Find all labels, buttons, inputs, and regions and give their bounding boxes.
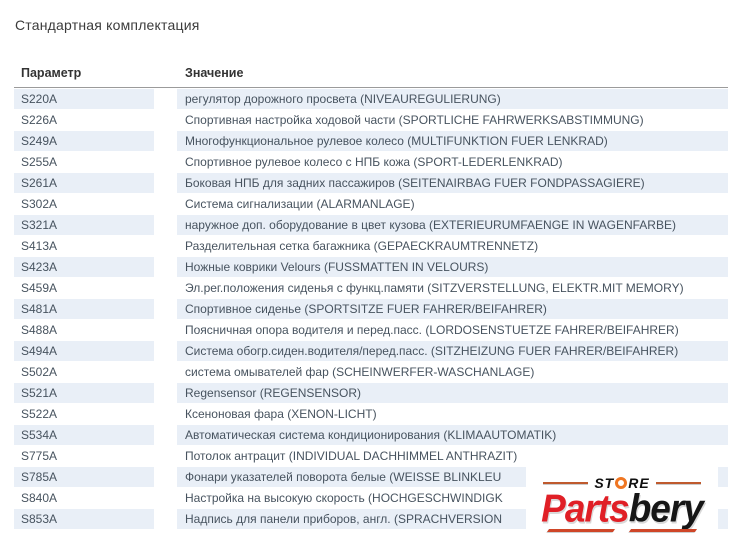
row-value-text: Система обогр.сиден.водителя/перед.пасс.… [177, 341, 728, 361]
row-value-text: Ножные коврики Velours (FUSSMATTEN IN VE… [177, 257, 728, 277]
table-row: S249A Многофункциональное рулевое колесо… [14, 131, 728, 151]
row-param-code: S459A [14, 278, 154, 298]
row-param-code: S853A [14, 509, 154, 529]
row-param-code: S249A [14, 131, 154, 151]
row-value-text: Спортивное рулевое колесо с НПБ кожа (SP… [177, 152, 728, 172]
row-param-code: S321A [14, 215, 154, 235]
row-param-code: S502A [14, 362, 154, 382]
row-cell-gap [154, 131, 177, 151]
table-row: S459A Эл.рег.положения сиденья с функц.п… [14, 278, 728, 298]
table-row: S413A Разделительная сетка багажника (GE… [14, 236, 728, 256]
row-param-code: S534A [14, 425, 154, 445]
row-cell-gap [154, 404, 177, 424]
logo-right-dash [655, 482, 701, 484]
table-row: S521A Regensensor (REGENSENSOR) [14, 383, 728, 403]
row-value-text: Многофункциональное рулевое колесо (MULT… [177, 131, 728, 151]
row-cell-gap [154, 467, 177, 487]
logo-right-swoosh [628, 529, 698, 532]
row-param-code: S226A [14, 110, 154, 130]
table-row: S775A Потолок антрацит (INDIVIDUAL DACHH… [14, 446, 728, 466]
column-gap [154, 66, 177, 80]
row-cell-gap [154, 362, 177, 382]
equipment-table: Параметр Значение S220A регулятор дорожн… [14, 66, 728, 529]
row-cell-gap [154, 299, 177, 319]
table-row: S226A Спортивная настройка ходовой части… [14, 110, 728, 130]
row-param-code: S255A [14, 152, 154, 172]
logo-brand-parts: Parts [541, 487, 630, 530]
row-value-text: Regensensor (REGENSENSOR) [177, 383, 728, 403]
table-row: S220A регулятор дорожного просвета (NIVE… [14, 89, 728, 109]
row-cell-gap [154, 257, 177, 277]
row-value-text: Эл.рег.положения сиденья с функц.памяти … [177, 278, 728, 298]
table-row: S423A Ножные коврики Velours (FUSSMATTEN… [14, 257, 728, 277]
row-param-code: S840A [14, 488, 154, 508]
table-row: S494A Система обогр.сиден.водителя/перед… [14, 341, 728, 361]
row-cell-gap [154, 236, 177, 256]
row-cell-gap [154, 446, 177, 466]
table-row: S522A Ксеноновая фара (XENON-LICHT) [14, 404, 728, 424]
table-row: S321A наружное доп. оборудование в цвет … [14, 215, 728, 235]
row-value-text: Поясничная опора водителя и перед.пасс. … [177, 320, 728, 340]
row-cell-gap [154, 278, 177, 298]
page-title: Стандартная комплектация [15, 17, 200, 33]
row-cell-gap [154, 509, 177, 529]
ring-o-icon [615, 477, 628, 489]
row-param-code: S775A [14, 446, 154, 466]
row-cell-gap [154, 320, 177, 340]
logo-left-swoosh [546, 529, 616, 532]
row-cell-gap [154, 341, 177, 361]
row-param-code: S413A [14, 236, 154, 256]
row-cell-gap [154, 383, 177, 403]
logo-store-text: ST RE [594, 475, 650, 491]
partsbery-logo: ST RE Partsbery [526, 462, 718, 550]
row-cell-gap [154, 110, 177, 130]
row-param-code: S522A [14, 404, 154, 424]
table-row: S302A Система сигнализации (ALARMANLAGE) [14, 194, 728, 214]
row-value-text: Система сигнализации (ALARMANLAGE) [177, 194, 728, 214]
row-cell-gap [154, 215, 177, 235]
row-param-code: S220A [14, 89, 154, 109]
table-row: S488A Поясничная опора водителя и перед.… [14, 320, 728, 340]
table-row: S534A Автоматическая система кондиционир… [14, 425, 728, 445]
table-header-row: Параметр Значение [14, 66, 728, 88]
row-param-code: S488A [14, 320, 154, 340]
row-param-code: S521A [14, 383, 154, 403]
logo-left-dash [543, 482, 589, 484]
row-value-text: Спортивное сиденье (SPORTSITZE FUER FAHR… [177, 299, 728, 319]
logo-brand-text: Partsbery [541, 489, 704, 527]
row-cell-gap [154, 173, 177, 193]
row-value-text: Потолок антрацит (INDIVIDUAL DACHHIMMEL … [177, 446, 728, 466]
row-value-text: Боковая НПБ для задних пассажиров (SEITE… [177, 173, 728, 193]
row-value-text: система омывателей фар (SCHEINWERFER-WAS… [177, 362, 728, 382]
row-cell-gap [154, 425, 177, 445]
row-cell-gap [154, 152, 177, 172]
column-header-param: Параметр [21, 66, 82, 80]
row-param-code: S302A [14, 194, 154, 214]
row-param-code: S481A [14, 299, 154, 319]
row-param-code: S261A [14, 173, 154, 193]
row-cell-gap [154, 194, 177, 214]
row-param-code: S785A [14, 467, 154, 487]
table-body: S220A регулятор дорожного просвета (NIVE… [14, 89, 728, 529]
column-header-value: Значение [185, 66, 244, 80]
row-param-code: S494A [14, 341, 154, 361]
table-row: S261A Боковая НПБ для задних пассажиров … [14, 173, 728, 193]
table-row: S502A система омывателей фар (SCHEINWERF… [14, 362, 728, 382]
row-value-text: Спортивная настройка ходовой части (SPOR… [177, 110, 728, 130]
logo-store-line: ST RE [543, 475, 701, 491]
row-value-text: Разделительная сетка багажника (GEPAECKR… [177, 236, 728, 256]
row-cell-gap [154, 488, 177, 508]
row-cell-gap [154, 89, 177, 109]
table-row: S255A Спортивное рулевое колесо с НПБ ко… [14, 152, 728, 172]
row-value-text: регулятор дорожного просвета (NIVEAUREGU… [177, 89, 728, 109]
table-row: S481A Спортивное сиденье (SPORTSITZE FUE… [14, 299, 728, 319]
row-value-text: Автоматическая система кондиционирования… [177, 425, 728, 445]
logo-brand-bery: bery [628, 487, 704, 530]
row-value-text: Ксеноновая фара (XENON-LICHT) [177, 404, 728, 424]
row-param-code: S423A [14, 257, 154, 277]
row-value-text: наружное доп. оборудование в цвет кузова… [177, 215, 728, 235]
